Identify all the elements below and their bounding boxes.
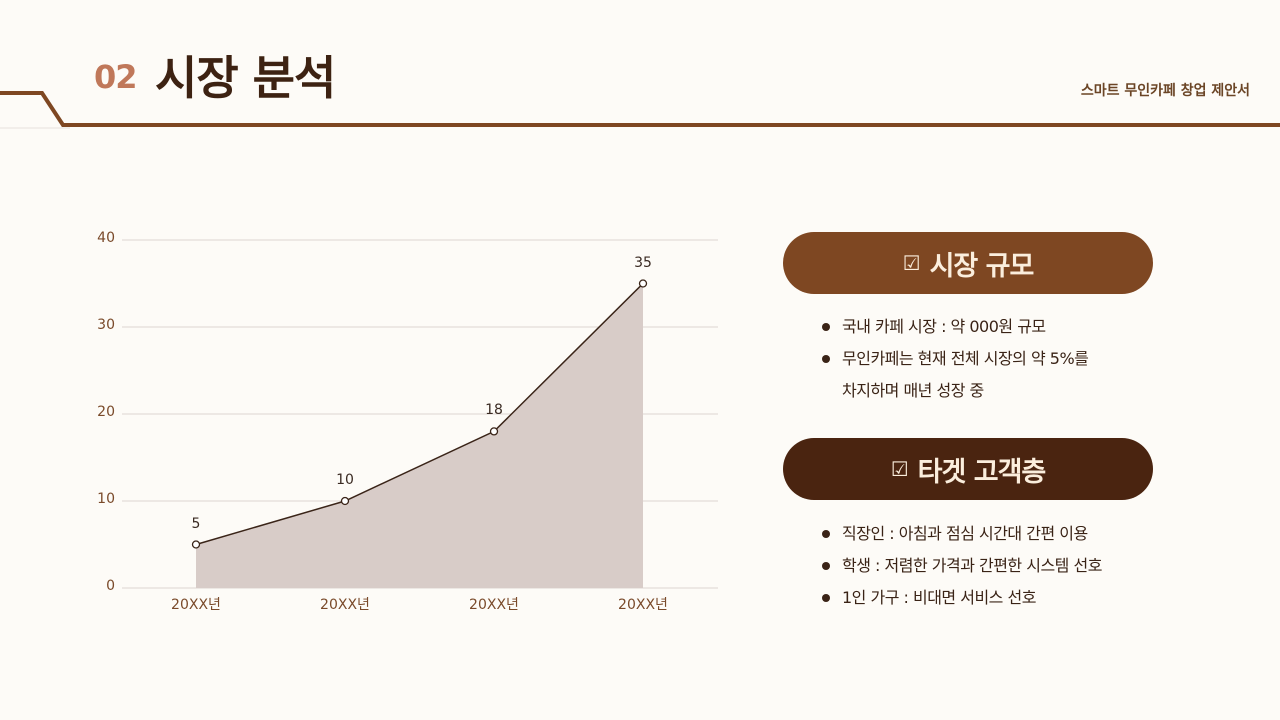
data-point-marker: [489, 427, 499, 436]
header-divider: [0, 91, 1280, 129]
market-size-list: 국내 카페 시장 : 약 000원 규모 무인카페는 현재 전체 시장의 약 5…: [820, 311, 1089, 407]
data-label: 35: [634, 254, 652, 271]
data-label: 18: [485, 402, 503, 419]
list-item: 국내 카페 시장 : 약 000원 규모: [820, 311, 1088, 343]
page-title: 시장 분석: [155, 51, 336, 105]
y-tick-label: 0: [106, 578, 115, 594]
x-tick-label: 20XX년: [320, 597, 370, 613]
target-customer-list: 직장인 : 아침과 점심 시간대 간편 이용 학생 : 저렴한 가격과 간편한 …: [820, 518, 1102, 614]
document-title: 스마트 무인카페 창업 제안서: [1080, 83, 1250, 99]
list-item: 직장인 : 아침과 점심 시간대 간편 이용: [820, 518, 1102, 550]
list-item: 학생 : 저렴한 가격과 간편한 시스템 선호: [820, 550, 1102, 582]
data-label: 10: [336, 472, 354, 488]
y-tick-label: 40: [97, 230, 115, 246]
x-tick-label: 20XX년: [618, 597, 668, 613]
data-point-marker: [340, 496, 350, 506]
list-item: 무인카페는 현재 전체 시장의 약 5%를 차지하며 매년 성장 중: [820, 343, 1089, 407]
y-tick-label: 30: [97, 317, 115, 333]
market-size-heading: ☑ 시장 규모: [783, 232, 1153, 294]
y-tick-label: 20: [97, 404, 115, 420]
x-tick-label: 20XX년: [469, 597, 519, 613]
y-tick-label: 10: [97, 491, 115, 507]
checkbox-checked-icon: ☑: [902, 251, 921, 275]
checkbox-checked-icon: ☑: [890, 457, 909, 481]
data-point-marker: [638, 279, 648, 288]
heading-label: 시장 규모: [929, 250, 1035, 282]
section-number: 02: [94, 58, 138, 96]
target-customer-heading: ☑ 타겟 고객층: [783, 438, 1153, 500]
list-item: 1인 가구 : 비대면 서비스 선호: [820, 582, 1102, 614]
x-tick-label: 20XX년: [171, 597, 221, 613]
heading-label: 타겟 고객층: [917, 456, 1047, 488]
data-point-marker: [191, 540, 201, 549]
series-line: [195, 282, 644, 546]
area-fill: [196, 283, 643, 588]
data-label: 5: [191, 515, 201, 532]
